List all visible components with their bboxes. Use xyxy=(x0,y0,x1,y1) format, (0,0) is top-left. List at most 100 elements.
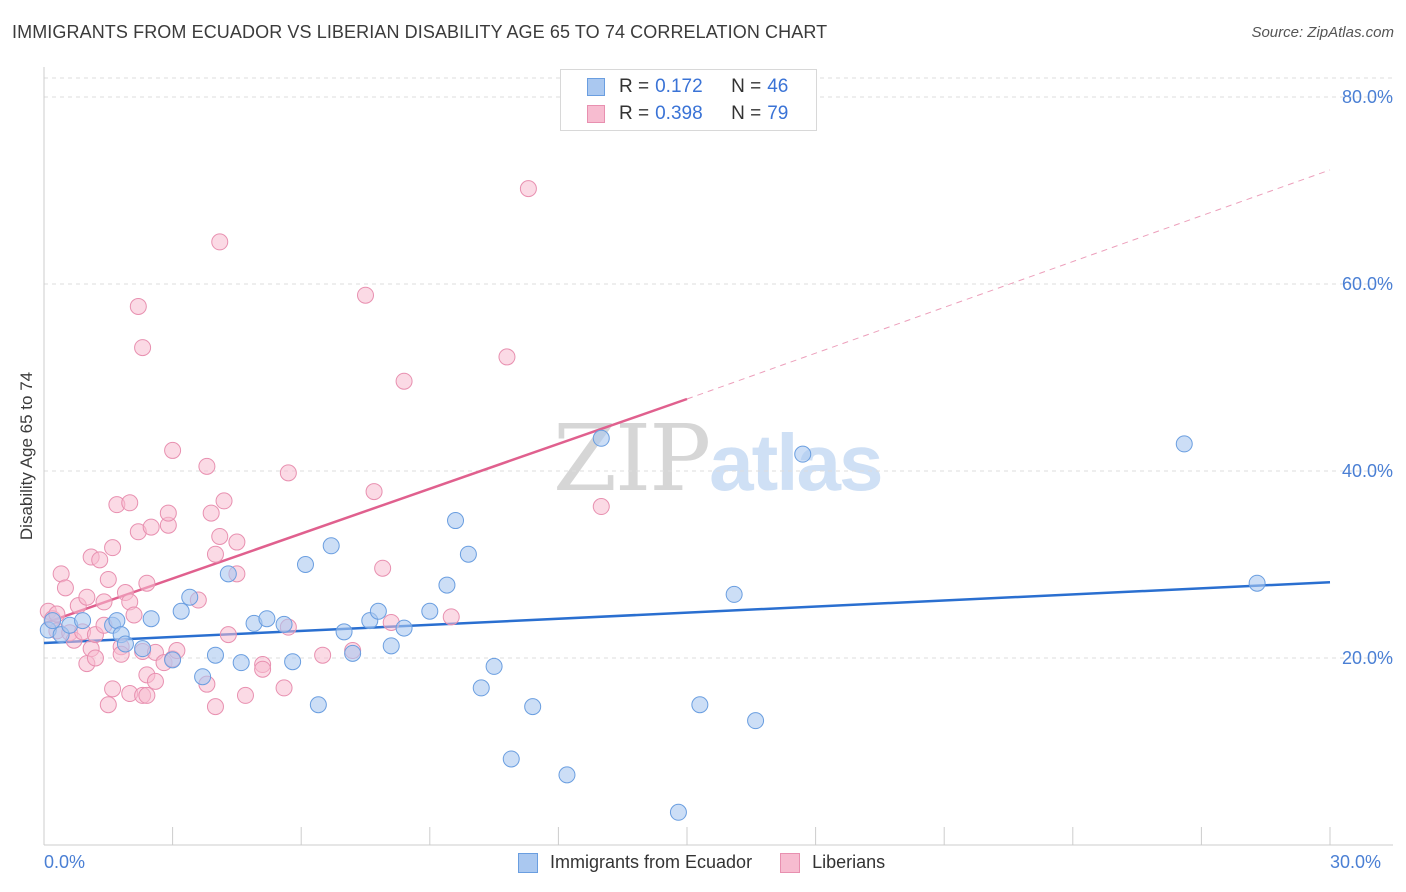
liberian-point xyxy=(122,495,138,511)
ecuador-point xyxy=(670,804,686,820)
ecuador-swatch xyxy=(587,78,605,96)
axes xyxy=(44,67,1393,845)
ecuador-point xyxy=(396,620,412,636)
ecuador-point xyxy=(297,557,313,573)
ecuador-point xyxy=(473,680,489,696)
ecuador-point xyxy=(45,613,61,629)
r-label: R = xyxy=(619,103,649,125)
liberian-point xyxy=(130,298,146,314)
liberian-point xyxy=(216,493,232,509)
y-tick-label: 20.0% xyxy=(1342,648,1393,668)
liberian-point xyxy=(499,349,515,365)
n-label: N = xyxy=(731,76,761,98)
ecuador-point xyxy=(182,589,198,605)
ecuador-point xyxy=(748,713,764,729)
ecuador-point xyxy=(1176,436,1192,452)
ecuador-swatch xyxy=(518,853,538,873)
ecuador-point xyxy=(559,767,575,783)
ecuador-point xyxy=(75,613,91,629)
ecuador-point xyxy=(439,577,455,593)
liberian-point xyxy=(199,458,215,474)
ecuador-point xyxy=(165,652,181,668)
liberian-point xyxy=(57,580,73,596)
ecuador-point xyxy=(109,613,125,629)
liberian-point xyxy=(237,687,253,703)
ecuador-point xyxy=(207,647,223,663)
liberian-point xyxy=(212,234,228,250)
liberian-point xyxy=(220,627,236,643)
liberian-point xyxy=(315,647,331,663)
ecuador-point xyxy=(173,603,189,619)
series-legend: Immigrants from Ecuador Liberians xyxy=(518,852,913,873)
ecuador-point xyxy=(593,430,609,446)
n-label: N = xyxy=(731,103,761,125)
ecuador-point xyxy=(460,546,476,562)
liberian-point xyxy=(276,680,292,696)
scatter-plot: 20.0% 40.0% 60.0% 80.0% xyxy=(0,0,1406,892)
liberian-point xyxy=(126,607,142,623)
liberian-point xyxy=(100,571,116,587)
y-tick-labels: 20.0% 40.0% 60.0% 80.0% xyxy=(1342,87,1393,668)
liberian-point xyxy=(143,519,159,535)
ecuador-point xyxy=(117,636,133,652)
liberian-point xyxy=(139,687,155,703)
liberian-point xyxy=(375,560,391,576)
liberian-point xyxy=(139,575,155,591)
liberian-point xyxy=(79,589,95,605)
liberian-point xyxy=(147,673,163,689)
ecuador-point xyxy=(323,538,339,554)
legend-item-liberian[interactable]: Liberians xyxy=(780,852,885,873)
ecuador-point xyxy=(336,624,352,640)
liberian-swatch xyxy=(587,105,605,123)
liberian-point xyxy=(165,442,181,458)
liberian-point xyxy=(520,181,536,197)
liberian-point xyxy=(358,287,374,303)
ecuador-point xyxy=(370,603,386,619)
ecuador-point xyxy=(422,603,438,619)
liberian-point xyxy=(100,697,116,713)
liberian-point xyxy=(96,594,112,610)
liberian-point xyxy=(396,373,412,389)
n-value: 46 xyxy=(767,76,788,98)
y-tick-label: 60.0% xyxy=(1342,274,1393,294)
liberian-point xyxy=(135,340,151,356)
ecuador-point xyxy=(259,611,275,627)
ecuador-point xyxy=(1249,575,1265,591)
ecuador-point xyxy=(143,611,159,627)
ecuador-point xyxy=(448,513,464,529)
liberian-point xyxy=(443,609,459,625)
ecuador-point xyxy=(276,616,292,632)
legend-label: Immigrants from Ecuador xyxy=(550,852,752,873)
ecuador-point xyxy=(233,655,249,671)
liberian-point xyxy=(203,505,219,521)
ecuador-point xyxy=(285,654,301,670)
liberian-point xyxy=(366,484,382,500)
ecuador-point xyxy=(195,669,211,685)
liberian-point xyxy=(105,681,121,697)
correlation-legend: R = 0.172 N = 46 R = 0.398 N = 79 xyxy=(560,69,817,131)
liberian-point xyxy=(593,499,609,515)
liberian-point xyxy=(280,465,296,481)
legend-row-liberian: R = 0.398 N = 79 xyxy=(587,101,788,127)
legend-item-ecuador[interactable]: Immigrants from Ecuador xyxy=(518,852,752,873)
y-tick-label: 80.0% xyxy=(1342,87,1393,107)
ecuador-point xyxy=(795,446,811,462)
gridlines xyxy=(44,78,1393,658)
ecuador-point xyxy=(310,697,326,713)
liberian-point xyxy=(229,534,245,550)
ecuador-point xyxy=(503,751,519,767)
ecuador-point xyxy=(525,699,541,715)
liberian-point xyxy=(160,505,176,521)
liberian-point xyxy=(212,528,228,544)
n-value: 79 xyxy=(767,103,788,125)
liberian-swatch xyxy=(780,853,800,873)
x-tick-label-max: 30.0% xyxy=(1330,852,1381,873)
ecuador-point xyxy=(486,658,502,674)
y-axis-label: Disability Age 65 to 74 xyxy=(17,372,37,540)
x-tick-label-min: 0.0% xyxy=(44,852,85,873)
ecuador-point xyxy=(383,638,399,654)
r-label: R = xyxy=(619,76,649,98)
y-tick-label: 40.0% xyxy=(1342,461,1393,481)
ecuador-trend-line xyxy=(44,582,1330,643)
liberian-point xyxy=(53,566,69,582)
